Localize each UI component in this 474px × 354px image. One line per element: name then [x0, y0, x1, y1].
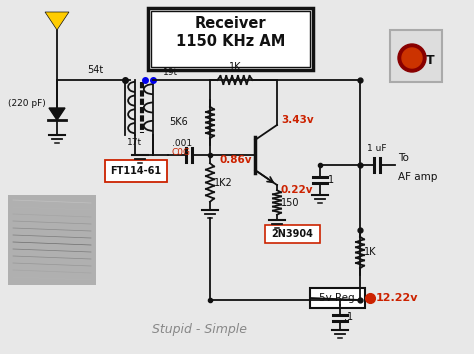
- Bar: [8, 195, 96, 285]
- Text: T: T: [426, 53, 435, 67]
- Text: .001: .001: [172, 139, 192, 148]
- Polygon shape: [49, 108, 65, 120]
- Text: C0G: C0G: [172, 148, 191, 157]
- Text: 3.43v: 3.43v: [281, 115, 314, 125]
- Text: 1150 KHz AM: 1150 KHz AM: [176, 34, 285, 48]
- Circle shape: [398, 44, 426, 72]
- Text: (220 pF): (220 pF): [8, 98, 46, 108]
- Bar: [105, 160, 167, 182]
- Circle shape: [402, 48, 422, 68]
- Text: FT114-61: FT114-61: [110, 166, 162, 176]
- Text: Stupid - Simple: Stupid - Simple: [153, 324, 247, 337]
- Text: 17t: 17t: [128, 138, 143, 147]
- Text: 1K: 1K: [229, 62, 241, 72]
- Text: 5v Reg: 5v Reg: [319, 293, 355, 303]
- Text: 1K: 1K: [364, 247, 376, 257]
- Text: 150: 150: [281, 198, 300, 208]
- Text: Receiver: Receiver: [195, 16, 266, 30]
- Text: AF amp: AF amp: [398, 172, 438, 182]
- Text: .1: .1: [344, 312, 353, 322]
- Bar: [390, 30, 442, 82]
- Text: 1 uF: 1 uF: [367, 144, 387, 153]
- Bar: [265, 225, 320, 243]
- Text: 2N3904: 2N3904: [271, 229, 313, 239]
- Text: 0.22v: 0.22v: [281, 185, 313, 195]
- Bar: [310, 288, 365, 308]
- Text: 1K2: 1K2: [214, 178, 233, 188]
- Text: 12.22v: 12.22v: [376, 293, 419, 303]
- Text: To: To: [398, 153, 409, 163]
- Text: 19t: 19t: [163, 68, 178, 77]
- Bar: [151, 11, 310, 67]
- Text: 0.86v: 0.86v: [220, 155, 253, 165]
- Text: .1: .1: [325, 175, 334, 185]
- Polygon shape: [45, 12, 69, 30]
- Text: 5K6: 5K6: [169, 117, 188, 127]
- Text: 54t: 54t: [87, 65, 103, 75]
- Bar: [148, 8, 313, 70]
